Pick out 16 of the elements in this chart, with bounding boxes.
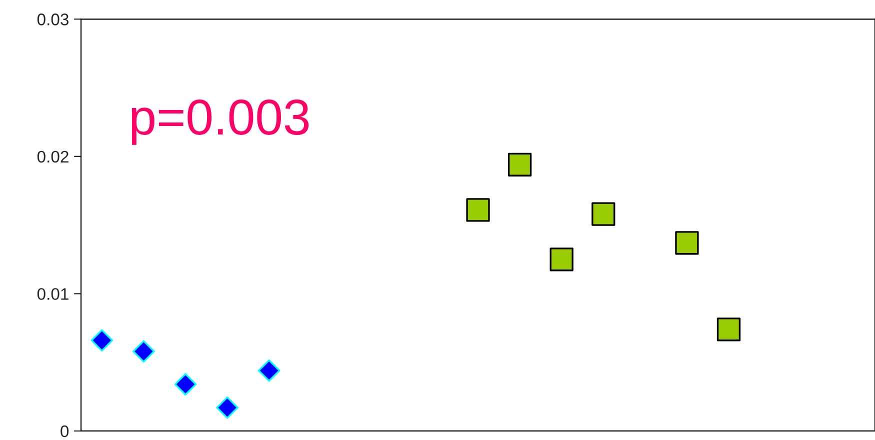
point — [508, 152, 532, 176]
y-tick-label: 0.02 — [37, 150, 68, 163]
y-tick-label: 0.01 — [37, 288, 68, 300]
point — [132, 340, 155, 362]
y-tick-label: 0.03 — [37, 14, 68, 26]
point — [592, 202, 616, 226]
point — [675, 231, 699, 255]
y-tick-label: 0 — [60, 425, 69, 438]
annotation: p=0.003 — [132, 100, 309, 145]
point — [90, 329, 114, 352]
point — [716, 318, 741, 342]
point — [258, 359, 280, 382]
point — [466, 198, 490, 222]
point — [216, 396, 238, 419]
point — [550, 248, 574, 272]
point — [174, 373, 197, 396]
